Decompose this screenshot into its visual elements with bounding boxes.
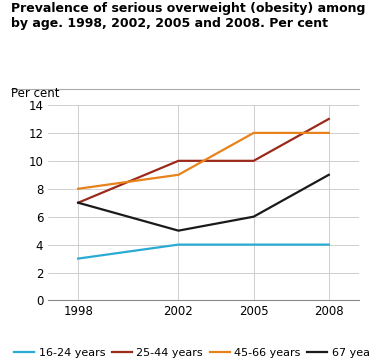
Text: Per cent: Per cent [11,87,60,100]
25-44 years [251,159,256,163]
Line: 45-66 years: 45-66 years [78,133,329,189]
16-24 years [251,243,256,247]
16-24 years [327,243,331,247]
Line: 25-44 years: 25-44 years [78,119,329,203]
45-66 years [327,131,331,135]
45-66 years [76,186,80,191]
67 years + [327,173,331,177]
67 years + [176,228,181,233]
16-24 years [176,243,181,247]
25-44 years [76,201,80,205]
45-66 years [251,131,256,135]
Line: 16-24 years: 16-24 years [78,245,329,258]
16-24 years [76,256,80,261]
45-66 years [176,173,181,177]
25-44 years [327,117,331,121]
Line: 67 years +: 67 years + [78,175,329,231]
Legend: 16-24 years, 25-44 years, 45-66 years, 67 years +: 16-24 years, 25-44 years, 45-66 years, 6… [10,343,370,362]
25-44 years [176,159,181,163]
67 years + [251,215,256,219]
Text: Prevalence of serious overweight (obesity) among men,
by age. 1998, 2002, 2005 a: Prevalence of serious overweight (obesit… [11,2,370,30]
67 years + [76,201,80,205]
